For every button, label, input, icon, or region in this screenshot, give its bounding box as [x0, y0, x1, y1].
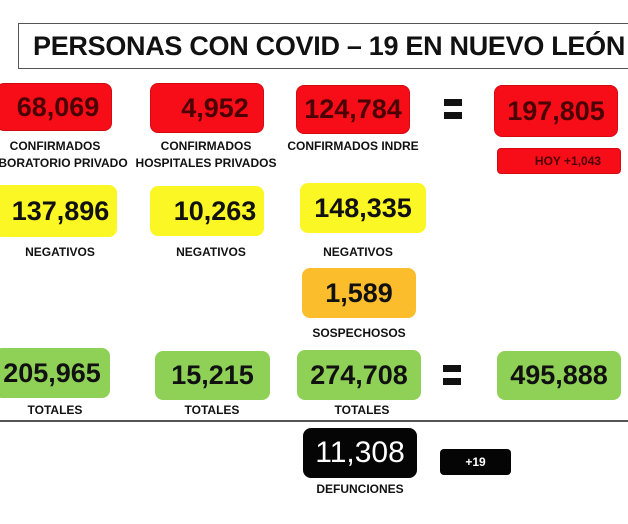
confirmados-laboratorio-privado-box: 68,069	[0, 83, 112, 131]
confirmados-laboratorio-privado-label: CONFIRMADOS LABORATORIO PRIVADO	[0, 138, 130, 172]
defunciones-label: DEFUNCIONES	[316, 482, 404, 496]
grand-total-box: 495,888	[497, 351, 621, 400]
grand-total-value: 495,888	[510, 360, 608, 390]
confirmados-indre-label: CONFIRMADOS INDRE	[287, 139, 419, 153]
negativos-laboratorio-privado-value: 137,896	[11, 195, 110, 226]
equals-icon	[443, 365, 461, 385]
confirmados-hospitales-privados-label: CONFIRMADOS HOSPITALES PRIVADOS	[131, 138, 281, 172]
confirmados-indre-value: 124,784	[304, 94, 402, 124]
label-line-1: CONFIRMADOS	[9, 139, 101, 153]
sospechosos-value: 1,589	[325, 277, 393, 308]
totales-indre-value: 274,708	[310, 359, 408, 390]
hoy-badge: HOY +1,043	[497, 148, 621, 174]
confirmados-hospitales-privados-box: 4,952	[150, 83, 264, 133]
totales-indre-label: TOTALES	[334, 403, 390, 417]
hoy-badge-text: HOY +1,043	[534, 154, 602, 168]
negativos-laboratorio-privado-label: NEGATIVOS	[25, 245, 95, 259]
totales-indre-box: 274,708	[297, 350, 421, 400]
confirmados-hospitales-privados-value: 4,952	[181, 92, 249, 123]
totales-hospitales-privados-value: 15,215	[171, 360, 254, 390]
negativos-indre-value: 148,335	[314, 192, 412, 223]
label-line-2: LABORATORIO PRIVADO	[0, 156, 128, 170]
negativos-hospitales-privados-value: 10,263	[173, 195, 257, 226]
defunciones-value: 11,308	[315, 436, 405, 469]
negativos-laboratorio-privado-box: 137,896	[0, 185, 117, 237]
negativos-hospitales-privados-label: NEGATIVOS	[176, 245, 246, 259]
negativos-indre-label: NEGATIVOS	[323, 245, 393, 259]
confirmados-total-value: 197,805	[507, 95, 605, 126]
negativos-hospitales-privados-box: 10,263	[150, 186, 264, 236]
sospechosos-box: 1,589	[302, 268, 416, 318]
confirmados-total-box: 197,805	[494, 85, 618, 137]
defunciones-today-text: +19	[465, 455, 486, 469]
defunciones-box: 11,308	[303, 428, 417, 478]
totales-laboratorio-privado-label: TOTALES	[27, 403, 83, 417]
confirmados-laboratorio-privado-value: 68,069	[16, 91, 100, 122]
divider-line	[0, 420, 628, 422]
totales-hospitales-privados-box: 15,215	[155, 351, 270, 400]
title-box: PERSONAS CON COVID – 19 EN NUEVO LEÓN	[18, 23, 628, 69]
totales-hospitales-privados-label: TOTALES	[184, 403, 240, 417]
totales-laboratorio-privado-value: 205,965	[3, 357, 101, 388]
defunciones-today-badge: +19	[440, 449, 511, 475]
sospechosos-label: SOSPECHOSOS	[312, 326, 406, 340]
equals-icon	[444, 99, 462, 119]
label-line-1: CONFIRMADOS	[160, 139, 252, 153]
negativos-indre-box: 148,335	[300, 183, 426, 233]
totales-laboratorio-privado-box: 205,965	[0, 348, 110, 398]
page-title: PERSONAS CON COVID – 19 EN NUEVO LEÓN	[33, 30, 626, 61]
confirmados-indre-box: 124,784	[296, 85, 410, 134]
label-line-2: HOSPITALES PRIVADOS	[135, 156, 277, 170]
